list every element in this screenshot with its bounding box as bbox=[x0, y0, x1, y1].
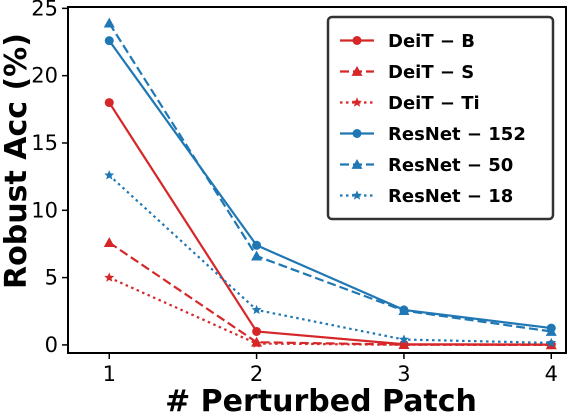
y-axis-ticks: 0 5 10 15 20 25 bbox=[31, 0, 68, 357]
data-point-resnet-152 bbox=[104, 36, 114, 46]
y-tick-label: 5 bbox=[45, 266, 58, 290]
y-tick-label: 25 bbox=[31, 0, 58, 20]
legend-marker-deit-b bbox=[352, 36, 362, 45]
data-point-deit-s bbox=[103, 237, 115, 248]
legend-marker-resnet-50 bbox=[351, 159, 363, 169]
x-tick-label: 3 bbox=[397, 362, 410, 386]
data-point-deit-b bbox=[104, 98, 114, 108]
data-point-resnet-50 bbox=[545, 325, 557, 336]
legend-entry-resnet-18: ResNet − 18 bbox=[388, 186, 513, 207]
legend-box bbox=[326, 15, 555, 221]
data-point-deit-ti bbox=[104, 272, 115, 282]
series-line-resnet-50 bbox=[108, 22, 552, 333]
data-point-deit-ti bbox=[251, 338, 262, 348]
legend-entry-deit-ti: DeiT − Ti bbox=[388, 93, 480, 114]
x-tick-label: 1 bbox=[103, 362, 116, 386]
legend: DeiT − B DeiT − S DeiT − Ti ResNet − 152 Res… bbox=[326, 15, 555, 221]
data-point-resnet-50 bbox=[251, 250, 263, 261]
data-point-resnet-18 bbox=[104, 170, 115, 180]
series-resnet-18 bbox=[104, 170, 557, 348]
data-point-resnet-152 bbox=[252, 240, 262, 250]
legend-marker-resnet-152 bbox=[352, 129, 362, 138]
y-tick-label: 20 bbox=[31, 64, 58, 88]
y-axis-label: Robust Acc (%) bbox=[0, 33, 34, 289]
x-axis-label: # Perturbed Patch bbox=[165, 384, 477, 414]
legend-entry-deit-s: DeiT − S bbox=[388, 62, 474, 83]
y-tick-label: 0 bbox=[45, 333, 58, 357]
x-tick-label: 4 bbox=[545, 362, 558, 386]
legend-entry-resnet-50: ResNet − 50 bbox=[388, 155, 513, 176]
y-tick-label: 10 bbox=[31, 198, 58, 222]
data-point-resnet-50 bbox=[103, 17, 115, 28]
data-point-resnet-18 bbox=[251, 304, 262, 315]
legend-marker-deit-s bbox=[351, 66, 363, 76]
x-axis-ticks: 1 2 3 4 bbox=[103, 353, 558, 386]
data-point-deit-b bbox=[252, 326, 262, 336]
series-resnet-50 bbox=[103, 17, 557, 336]
legend-entry-deit-b: DeiT − B bbox=[388, 31, 475, 52]
data-point-resnet-18 bbox=[398, 334, 409, 344]
x-tick-label: 2 bbox=[250, 362, 263, 386]
series-line-deit-s bbox=[108, 241, 552, 346]
plot-frame bbox=[67, 6, 567, 354]
legend-marker-resnet-18 bbox=[352, 190, 362, 200]
data-point-resnet-18 bbox=[546, 337, 557, 348]
data-point-deit-ti bbox=[398, 339, 409, 349]
legend-marker-deit-ti bbox=[352, 97, 362, 107]
data-point-resnet-50 bbox=[398, 305, 410, 315]
series-deit-s bbox=[103, 237, 557, 350]
series-line-deit-ti bbox=[108, 276, 552, 347]
plot-area bbox=[67, 6, 567, 354]
legend-entry-resnet-152: ResNet − 152 bbox=[388, 124, 526, 145]
y-tick-label: 15 bbox=[31, 131, 58, 155]
series-line-resnet-152 bbox=[108, 40, 552, 330]
